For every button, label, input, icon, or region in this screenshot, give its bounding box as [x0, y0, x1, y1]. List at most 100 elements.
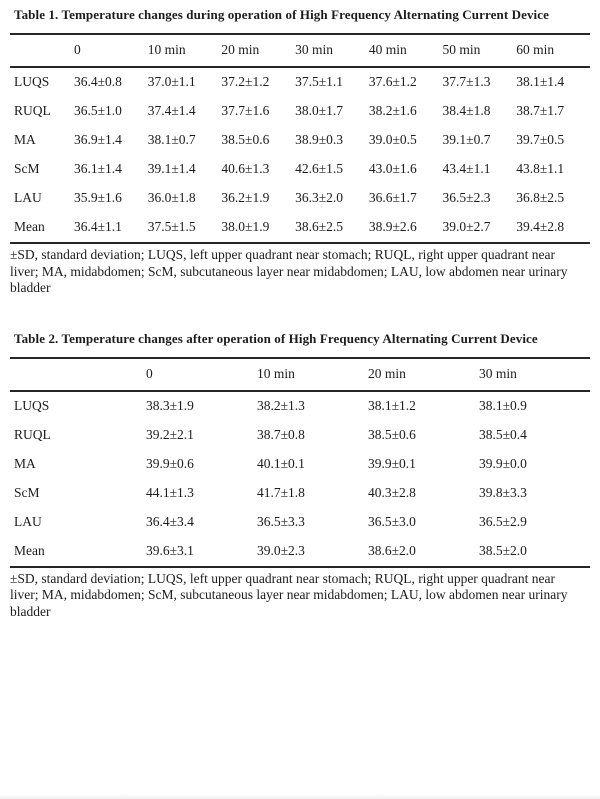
- value-cell: 36.9±1.4: [74, 132, 122, 147]
- row-label: LUQS: [14, 397, 50, 413]
- value-cell: 36.5±2.3: [442, 190, 491, 205]
- value-cell: 36.5±2.9: [479, 513, 527, 529]
- value-cell: 38.1±1.2: [368, 397, 416, 413]
- value-cell: 36.2±1.9: [221, 190, 270, 205]
- table-row: RUQL 39.2±2.1 38.7±0.8 38.5±0.6 38.5±0.4: [10, 421, 590, 450]
- row-label: RUQL: [14, 426, 51, 442]
- value-cell: 38.9±0.3: [295, 132, 344, 147]
- value-cell: 38.6±2.0: [368, 542, 416, 558]
- value-cell: 37.6±1.2: [368, 74, 417, 89]
- value-cell: 44.1±1.3: [146, 484, 194, 500]
- value-cell: 38.9±2.6: [368, 219, 417, 234]
- column-header: 0: [146, 365, 153, 381]
- table-row: Mean 36.4±1.1 37.5±1.5 38.0±1.9 38.6±2.5 38.9…: [10, 213, 590, 243]
- value-cell: 43.4±1.1: [442, 161, 491, 176]
- table-2-section: Table 2. Temperature changes after opera…: [10, 330, 590, 621]
- value-cell: 39.9±0.1: [368, 455, 416, 471]
- column-header: 60 min: [516, 42, 555, 57]
- value-cell: 38.2±1.6: [368, 103, 417, 118]
- value-cell: 38.5±2.0: [479, 542, 527, 558]
- value-cell: 36.8±2.5: [516, 190, 565, 205]
- header-row: 0 10 min 20 min 30 min: [10, 358, 590, 391]
- column-header: 40 min: [368, 42, 407, 57]
- value-cell: 38.1±1.4: [516, 74, 565, 89]
- value-cell: 38.4±1.8: [442, 103, 491, 118]
- value-cell: 39.8±3.3: [479, 484, 527, 500]
- row-label: MA: [14, 455, 36, 471]
- value-cell: 36.5±1.0: [74, 103, 122, 118]
- value-cell: 37.5±1.5: [147, 219, 196, 234]
- value-cell: 38.0±1.7: [295, 103, 344, 118]
- row-label: ScM: [14, 161, 40, 176]
- column-header: 50 min: [442, 42, 481, 57]
- row-label: MA: [14, 132, 36, 147]
- value-cell: 40.6±1.3: [221, 161, 270, 176]
- value-cell: 42.6±1.5: [295, 161, 344, 176]
- value-cell: 38.5±0.6: [221, 132, 270, 147]
- value-cell: 37.7±1.6: [221, 103, 270, 118]
- table-2-footnote: ±SD, standard deviation; LUQS, left uppe…: [10, 570, 568, 619]
- table-1-title: Table 1. Temperature changes during oper…: [14, 7, 550, 22]
- value-cell: 39.9±0.6: [146, 455, 194, 471]
- value-cell: 38.5±0.4: [479, 426, 527, 442]
- row-label: Mean: [14, 219, 45, 234]
- value-cell: 39.0±0.5: [368, 132, 417, 147]
- value-cell: 36.4±0.8: [74, 74, 122, 89]
- value-cell: 39.1±1.4: [147, 161, 196, 176]
- value-cell: 39.2±2.1: [146, 426, 194, 442]
- value-cell: 37.7±1.3: [442, 74, 491, 89]
- value-cell: 36.3±2.0: [295, 190, 344, 205]
- value-cell: 36.5±3.0: [368, 513, 416, 529]
- table-row: LUQS 38.3±1.9 38.2±1.3 38.1±1.2 38.1±0.9: [10, 391, 590, 421]
- value-cell: 40.3±2.8: [368, 484, 416, 500]
- value-cell: 38.2±1.3: [257, 397, 305, 413]
- value-cell: 39.6±3.1: [146, 542, 194, 558]
- column-header: 0: [74, 42, 81, 57]
- value-cell: 38.0±1.9: [221, 219, 270, 234]
- column-header: 30 min: [295, 42, 334, 57]
- column-header: [10, 34, 74, 67]
- table-row: Mean 39.6±3.1 39.0±2.3 38.6±2.0 38.5±2.0: [10, 537, 590, 567]
- value-cell: 38.7±1.7: [516, 103, 565, 118]
- column-header: 10 min: [257, 365, 295, 381]
- value-cell: 39.1±0.7: [442, 132, 491, 147]
- column-header: 10 min: [147, 42, 186, 57]
- table-row: ScM 36.1±1.4 39.1±1.4 40.6±1.3 42.6±1.5 43.0±…: [10, 155, 590, 184]
- value-cell: 39.7±0.5: [516, 132, 565, 147]
- column-header: 30 min: [479, 365, 517, 381]
- value-cell: 38.1±0.7: [147, 132, 196, 147]
- value-cell: 36.0±1.8: [147, 190, 196, 205]
- value-cell: 37.2±1.2: [221, 74, 270, 89]
- row-label: LAU: [14, 513, 42, 529]
- table-row: ScM 44.1±1.3 41.7±1.8 40.3±2.8 39.8±3.3: [10, 479, 590, 508]
- value-cell: 39.0±2.7: [442, 219, 491, 234]
- value-cell: 39.0±2.3: [257, 542, 305, 558]
- value-cell: 38.3±1.9: [146, 397, 194, 413]
- value-cell: 39.4±2.8: [516, 219, 565, 234]
- value-cell: 38.7±0.8: [257, 426, 305, 442]
- row-label: Mean: [14, 542, 45, 558]
- value-cell: 43.8±1.1: [516, 161, 565, 176]
- row-label: LUQS: [14, 74, 50, 89]
- table-row: LUQS 36.4±0.8 37.0±1.1 37.2±1.2 37.5±1.1 37.6…: [10, 67, 590, 97]
- value-cell: 36.4±3.4: [146, 513, 194, 529]
- value-cell: 36.6±1.7: [368, 190, 417, 205]
- value-cell: 36.5±3.3: [257, 513, 305, 529]
- value-cell: 39.9±0.0: [479, 455, 527, 471]
- value-cell: 36.4±1.1: [74, 219, 122, 234]
- table-2-title: Table 2. Temperature changes after opera…: [14, 330, 538, 346]
- table-row: LAU 35.9±1.6 36.0±1.8 36.2±1.9 36.3±2.0 36.6±…: [10, 184, 590, 213]
- header-row: 0 10 min 20 min 30 min 40 min 50 min 60 min: [10, 34, 590, 67]
- table-1-footnote: ±SD, standard deviation; LUQS, left uppe…: [10, 247, 568, 295]
- value-cell: 41.7±1.8: [257, 484, 305, 500]
- value-cell: 36.1±1.4: [74, 161, 122, 176]
- value-cell: 37.4±1.4: [147, 103, 196, 118]
- value-cell: 37.5±1.1: [295, 74, 344, 89]
- table-2: 0 10 min 20 min 30 min LUQS 38.3±1.9 38.2±1.3 3…: [10, 356, 590, 568]
- value-cell: 38.6±2.5: [295, 219, 344, 234]
- row-label: RUQL: [14, 103, 51, 118]
- table-1-section: Table 1. Temperature changes during oper…: [10, 7, 590, 297]
- table-row: MA 39.9±0.6 40.1±0.1 39.9±0.1 39.9±0.0: [10, 450, 590, 479]
- column-header: 20 min: [221, 42, 260, 57]
